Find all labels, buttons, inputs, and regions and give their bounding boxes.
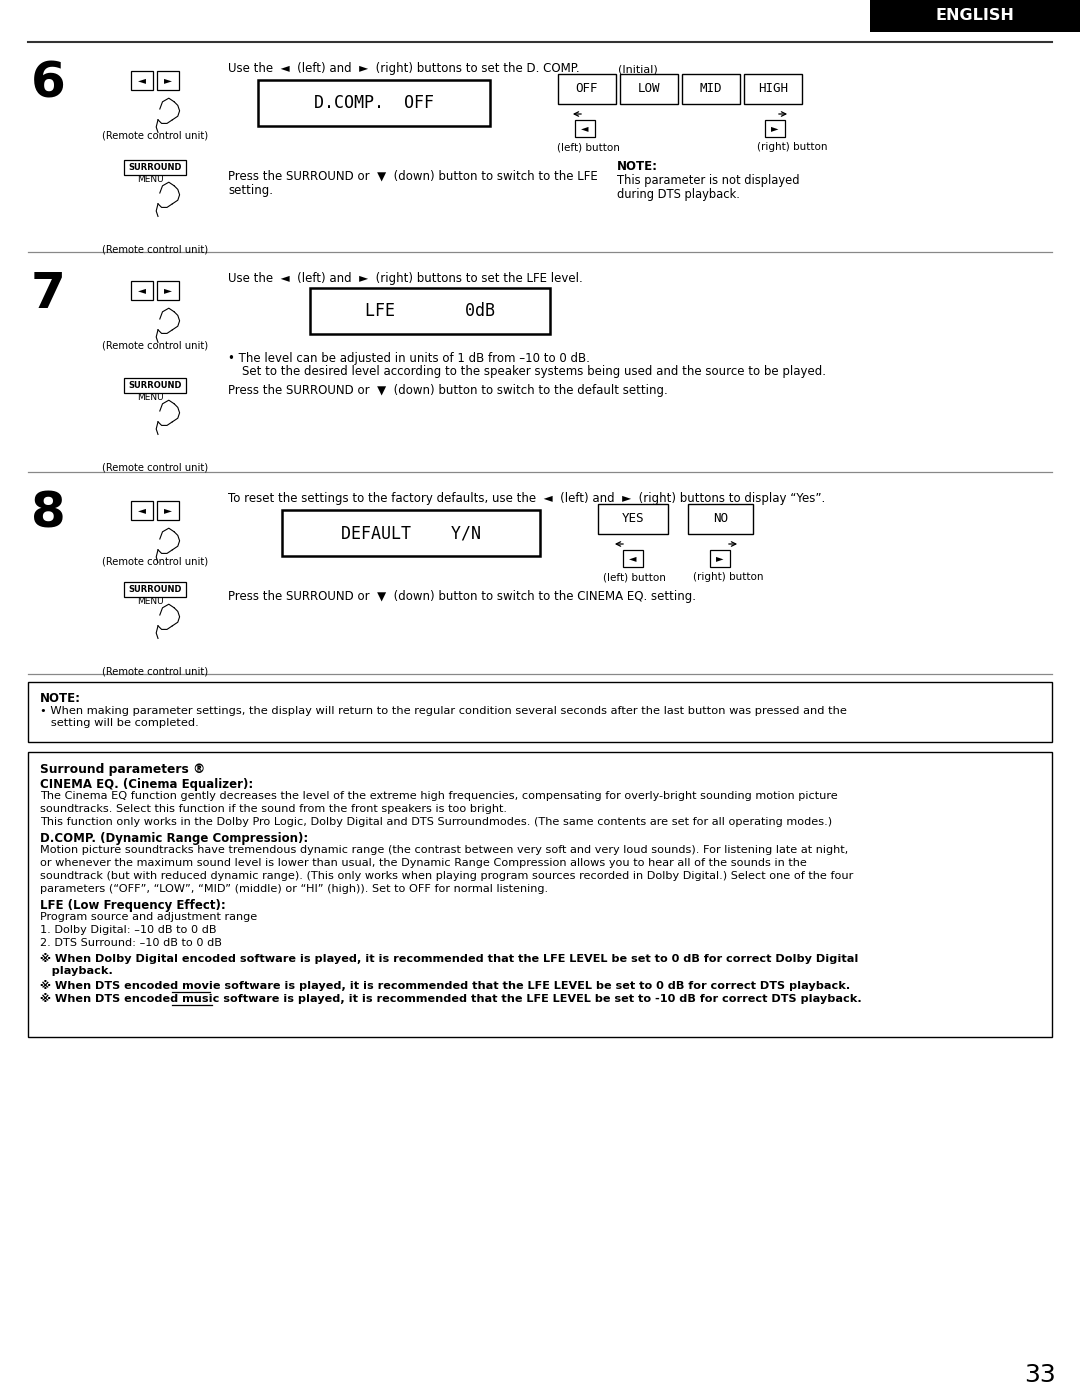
Text: Press the SURROUND or  ▼  (down) button to switch to the LFE: Press the SURROUND or ▼ (down) button to… <box>228 171 597 183</box>
Bar <box>598 504 669 534</box>
Text: CINEMA EQ. (Cinema Equalizer):: CINEMA EQ. (Cinema Equalizer): <box>40 778 253 790</box>
Text: This function only works in the Dolby Pro Logic, Dolby Digital and DTS Surroundm: This function only works in the Dolby Pr… <box>40 817 832 827</box>
Text: playback.: playback. <box>40 965 113 977</box>
Text: parameters (“OFF”, “LOW”, “MID” (middle) or “HI” (high)). Set to OFF for normal : parameters (“OFF”, “LOW”, “MID” (middle)… <box>40 884 549 894</box>
Text: (Remote control unit): (Remote control unit) <box>102 667 208 677</box>
Bar <box>28 753 1052 1037</box>
Text: 33: 33 <box>1024 1363 1056 1386</box>
Text: Surround parameters ®: Surround parameters ® <box>40 762 205 776</box>
Text: D.COMP.  OFF: D.COMP. OFF <box>314 94 434 112</box>
Text: ◄: ◄ <box>138 285 146 295</box>
Bar <box>124 378 186 393</box>
Text: ►: ► <box>716 553 724 562</box>
Text: LOW: LOW <box>638 83 660 95</box>
Bar <box>744 74 802 104</box>
Text: (Initial): (Initial) <box>618 64 658 74</box>
Text: This parameter is not displayed: This parameter is not displayed <box>617 173 799 187</box>
Text: (right) button: (right) button <box>757 143 827 152</box>
Text: 6: 6 <box>30 60 66 108</box>
Bar <box>765 120 785 137</box>
Text: 7: 7 <box>30 270 66 318</box>
Text: 1. Dolby Digital: –10 dB to 0 dB: 1. Dolby Digital: –10 dB to 0 dB <box>40 925 216 935</box>
Bar <box>558 74 616 104</box>
Text: (right) button: (right) button <box>693 572 764 582</box>
Text: MENU: MENU <box>137 175 164 185</box>
Text: To reset the settings to the factory defaults, use the  ◄  (left) and  ►  (right: To reset the settings to the factory def… <box>228 492 825 505</box>
Text: Press the SURROUND or  ▼  (down) button to switch to the CINEMA EQ. setting.: Press the SURROUND or ▼ (down) button to… <box>228 590 696 603</box>
Text: soundtrack (but with reduced dynamic range). (This only works when playing progr: soundtrack (but with reduced dynamic ran… <box>40 872 853 881</box>
Text: ►: ► <box>164 285 172 295</box>
Text: Set to the desired level according to the speaker systems being used and the sou: Set to the desired level according to th… <box>242 365 826 378</box>
Text: (Remote control unit): (Remote control unit) <box>102 557 208 567</box>
Text: setting.: setting. <box>228 185 273 197</box>
Text: MENU: MENU <box>137 393 164 402</box>
Bar <box>157 501 179 520</box>
Text: during DTS playback.: during DTS playback. <box>617 187 740 201</box>
Text: 8: 8 <box>30 490 66 539</box>
Text: soundtracks. Select this function if the sound from the front speakers is too br: soundtracks. Select this function if the… <box>40 804 507 814</box>
Text: (Remote control unit): (Remote control unit) <box>102 245 208 255</box>
Text: NO: NO <box>713 512 728 526</box>
Bar <box>310 288 550 334</box>
Text: (left) button: (left) button <box>557 143 620 152</box>
Text: HIGH: HIGH <box>758 83 788 95</box>
Text: ※ When DTS encoded movie software is played, it is recommended that the LFE LEVE: ※ When DTS encoded movie software is pla… <box>40 981 850 990</box>
Text: SURROUND: SURROUND <box>129 381 181 390</box>
Text: Use the  ◄  (left) and  ►  (right) buttons to set the D. COMP.: Use the ◄ (left) and ► (right) buttons t… <box>228 62 580 76</box>
Text: 2. DTS Surround: –10 dB to 0 dB: 2. DTS Surround: –10 dB to 0 dB <box>40 937 221 949</box>
Text: ◄: ◄ <box>581 123 589 133</box>
Text: MENU: MENU <box>137 597 164 606</box>
Bar <box>131 71 153 90</box>
Text: (Remote control unit): (Remote control unit) <box>102 130 208 140</box>
Text: NOTE:: NOTE: <box>617 159 658 173</box>
Text: ◄: ◄ <box>138 505 146 515</box>
Bar <box>681 74 740 104</box>
Bar <box>258 80 490 126</box>
Bar <box>282 511 540 555</box>
Text: • The level can be adjusted in units of 1 dB from –10 to 0 dB.: • The level can be adjusted in units of … <box>228 353 590 365</box>
Text: ◄: ◄ <box>630 553 637 562</box>
Bar <box>688 504 753 534</box>
Text: or whenever the maximum sound level is lower than usual, the Dynamic Range Compr: or whenever the maximum sound level is l… <box>40 858 807 867</box>
Text: (Remote control unit): (Remote control unit) <box>102 463 208 473</box>
Bar <box>710 550 730 567</box>
Bar <box>28 681 1052 741</box>
Bar <box>623 550 643 567</box>
Text: setting will be completed.: setting will be completed. <box>40 718 199 727</box>
Text: YES: YES <box>622 512 645 526</box>
Text: LFE       0dB: LFE 0dB <box>365 302 495 320</box>
Bar <box>124 582 186 597</box>
Text: ►: ► <box>771 123 779 133</box>
Bar <box>575 120 595 137</box>
Bar <box>157 281 179 299</box>
Text: • When making parameter settings, the display will return to the regular conditi: • When making parameter settings, the di… <box>40 706 847 716</box>
Bar <box>157 71 179 90</box>
Text: (left) button: (left) button <box>603 572 666 582</box>
Text: ►: ► <box>164 505 172 515</box>
Bar <box>131 281 153 299</box>
Text: MID: MID <box>700 83 723 95</box>
Text: OFF: OFF <box>576 83 598 95</box>
Bar <box>870 0 1080 32</box>
Text: ►: ► <box>164 76 172 85</box>
Bar <box>131 501 153 520</box>
Text: SURROUND: SURROUND <box>129 585 181 595</box>
Text: Motion picture soundtracks have tremendous dynamic range (the contrast between v: Motion picture soundtracks have tremendo… <box>40 845 848 855</box>
Text: Use the  ◄  (left) and  ►  (right) buttons to set the LFE level.: Use the ◄ (left) and ► (right) buttons t… <box>228 271 583 285</box>
Text: (Remote control unit): (Remote control unit) <box>102 340 208 350</box>
Text: Press the SURROUND or  ▼  (down) button to switch to the default setting.: Press the SURROUND or ▼ (down) button to… <box>228 383 667 397</box>
Text: DEFAULT    Y/N: DEFAULT Y/N <box>341 525 481 541</box>
Text: SURROUND: SURROUND <box>129 164 181 172</box>
Text: ※ When DTS encoded music software is played, it is recommended that the LFE LEVE: ※ When DTS encoded music software is pla… <box>40 993 862 1004</box>
Text: D.COMP. (Dynamic Range Compression):: D.COMP. (Dynamic Range Compression): <box>40 832 308 845</box>
Text: The Cinema EQ function gently decreases the level of the extreme high frequencie: The Cinema EQ function gently decreases … <box>40 790 838 802</box>
Text: LFE (Low Frequency Effect):: LFE (Low Frequency Effect): <box>40 900 226 912</box>
Text: ENGLISH: ENGLISH <box>935 8 1014 24</box>
Text: Program source and adjustment range: Program source and adjustment range <box>40 912 257 922</box>
Bar <box>124 159 186 175</box>
Text: ※ When Dolby Digital encoded software is played, it is recommended that the LFE : ※ When Dolby Digital encoded software is… <box>40 953 859 964</box>
Text: NOTE:: NOTE: <box>40 693 81 705</box>
Bar <box>620 74 678 104</box>
Text: ◄: ◄ <box>138 76 146 85</box>
